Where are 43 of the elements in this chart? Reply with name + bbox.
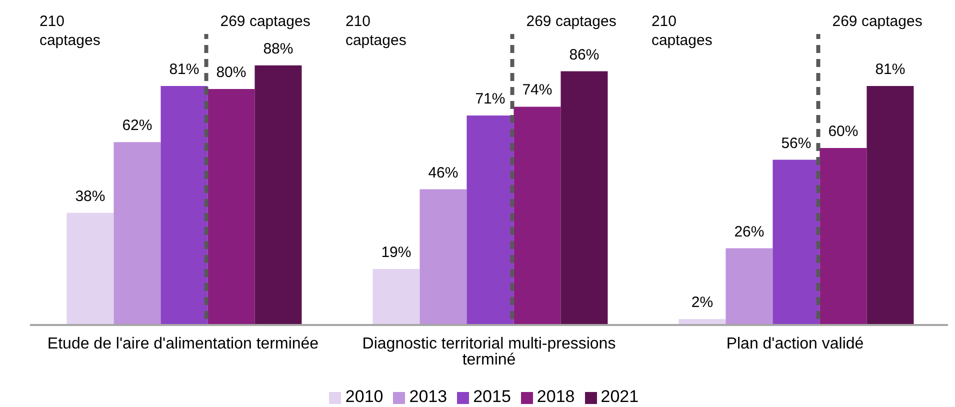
bar <box>560 71 608 325</box>
legend-label: 2021 <box>600 387 639 406</box>
data-label: 80% <box>216 64 246 81</box>
ref-line-label: 269 captages <box>220 13 310 30</box>
data-label: 56% <box>781 134 812 152</box>
legend-label: 2018 <box>536 387 575 406</box>
data-label: 74% <box>522 82 552 99</box>
data-label: 46% <box>428 164 458 182</box>
legend-label: 2013 <box>409 387 448 406</box>
data-label: 2% <box>691 294 714 312</box>
data-label: 26% <box>734 223 764 240</box>
x-tick-label: Etude de l'aire d'alimentation terminée <box>47 335 319 352</box>
legend-label: 2015 <box>473 387 511 406</box>
bar <box>820 148 867 325</box>
bar <box>772 160 820 325</box>
bar <box>160 86 208 325</box>
legend-label: 2010 <box>345 387 384 406</box>
bar <box>114 142 161 325</box>
ref-line-label: 269 captages <box>832 13 922 30</box>
x-tick-label: Plan d'action validé <box>726 335 864 352</box>
text: 210 captages <box>651 13 712 49</box>
data-label: 62% <box>122 117 152 134</box>
data-label: 81% <box>875 61 906 78</box>
x-tick-label: Diagnostic territorial multi-pressions terminé <box>362 335 616 368</box>
text: 210 captages <box>39 13 100 49</box>
bar <box>466 116 514 325</box>
text: 210 captages <box>345 13 406 49</box>
data-label: 86% <box>569 46 600 64</box>
data-label: 38% <box>75 188 106 205</box>
bar <box>66 212 114 325</box>
ref-line-label: 269 captages <box>526 13 616 30</box>
bar <box>372 268 420 325</box>
bar <box>514 106 561 325</box>
data-label: 19% <box>381 244 412 261</box>
data-label: 71% <box>475 90 506 108</box>
bar <box>208 89 255 325</box>
bar <box>254 65 302 325</box>
data-label: 88% <box>263 40 294 58</box>
bar <box>866 86 914 325</box>
data-label: 60% <box>828 123 858 140</box>
bar <box>726 248 773 325</box>
bar <box>420 189 467 325</box>
data-label: 81% <box>169 61 200 78</box>
